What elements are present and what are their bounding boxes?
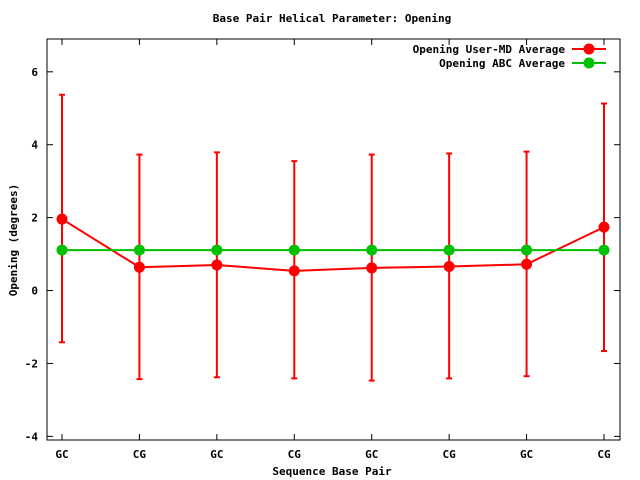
x-tick-label: GC (210, 448, 223, 461)
data-point (288, 244, 300, 256)
data-point (598, 244, 610, 256)
x-tick-label: GC (365, 448, 378, 461)
x-axis-label: Sequence Base Pair (272, 465, 392, 478)
data-point (133, 261, 145, 273)
legend-label: Opening ABC Average (439, 57, 565, 70)
y-tick-label: 2 (31, 212, 38, 225)
plot-frame (46, 38, 621, 441)
series-line (61, 218, 605, 272)
y-tick-label: -4 (25, 430, 39, 443)
data-point (521, 244, 533, 256)
data-point (56, 244, 68, 256)
y-axis: 6 4 2 0 -2 -4 (25, 66, 620, 443)
y-tick-label: 6 (31, 66, 38, 79)
x-tick-label: CG (443, 448, 457, 461)
legend-label: Opening User-MD Average (413, 43, 566, 56)
x-tick-label: GC (520, 448, 533, 461)
y-tick-label: 0 (31, 285, 38, 298)
data-point (366, 244, 378, 256)
legend-marker (583, 57, 595, 69)
data-point (443, 244, 455, 256)
data-point (288, 265, 300, 277)
data-point (366, 262, 378, 274)
x-tick-label: GC (55, 448, 68, 461)
data-point (598, 221, 610, 233)
series-1 (56, 93, 610, 382)
data-point (211, 259, 223, 271)
x-tick-label: CG (288, 448, 302, 461)
x-axis: GC CG GC CG GC CG GC CG (55, 39, 611, 461)
legend-marker (583, 43, 595, 55)
y-axis-label: Opening (degrees) (7, 184, 20, 297)
data-point (211, 244, 223, 256)
series-2 (56, 244, 610, 256)
y-tick-label: 4 (31, 139, 38, 152)
data-point (56, 213, 68, 225)
data-point (443, 260, 455, 272)
x-tick-label: CG (597, 448, 611, 461)
chart-title: Base Pair Helical Parameter: Opening (213, 12, 451, 25)
y-tick-label: -2 (25, 357, 38, 370)
x-tick-label: CG (133, 448, 147, 461)
data-point (521, 258, 533, 270)
series-layer (56, 93, 610, 382)
data-point (133, 244, 145, 256)
